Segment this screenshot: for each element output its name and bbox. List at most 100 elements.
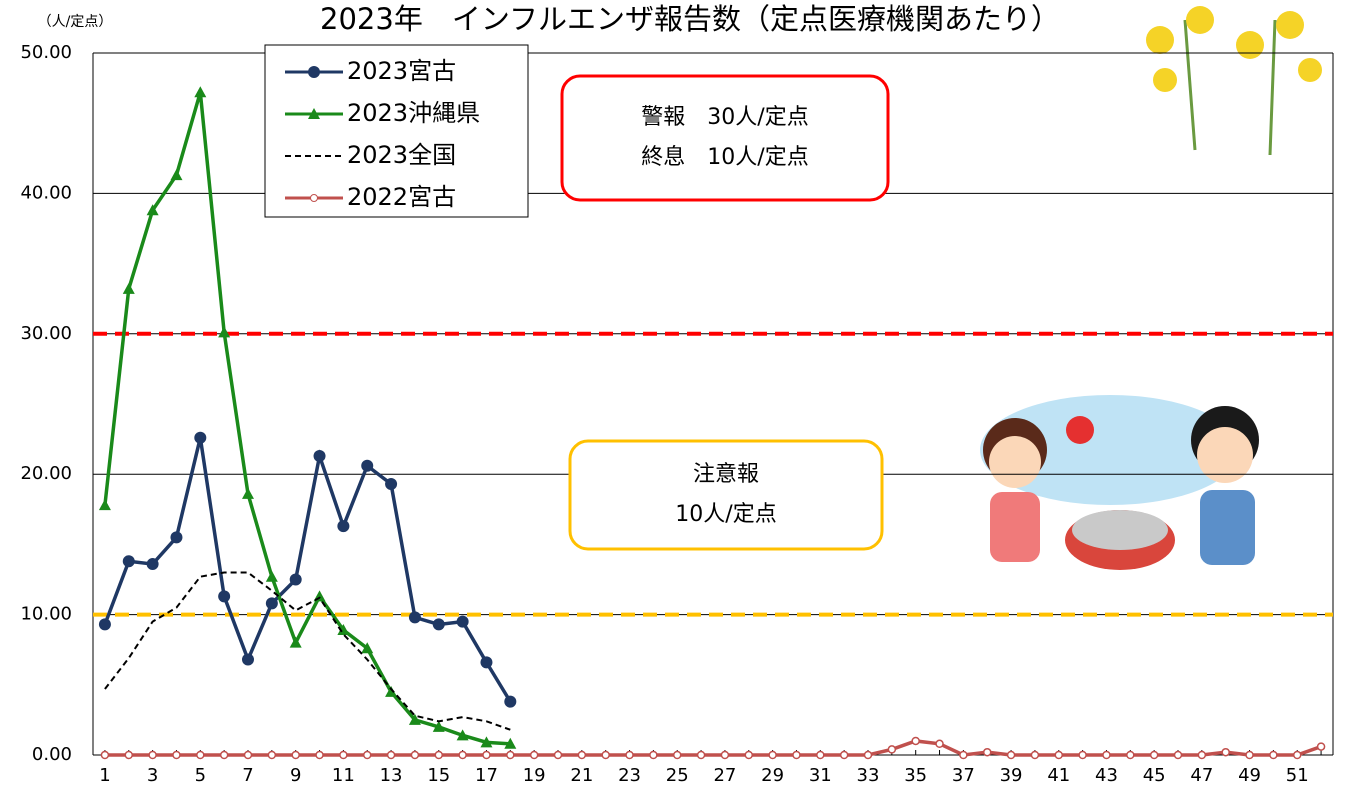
point bbox=[194, 86, 206, 97]
point bbox=[1198, 752, 1205, 759]
x-tick-label: 43 bbox=[1095, 765, 1118, 786]
x-tick-label: 19 bbox=[523, 765, 546, 786]
annotation-text: 10人/定点 bbox=[675, 502, 776, 527]
point bbox=[1151, 752, 1158, 759]
annotation-text: 注意報 bbox=[693, 462, 759, 487]
point bbox=[602, 752, 609, 759]
point bbox=[1175, 752, 1182, 759]
annotation-box bbox=[570, 441, 882, 549]
point bbox=[242, 654, 254, 666]
point bbox=[698, 752, 705, 759]
x-tick-label: 49 bbox=[1238, 765, 1261, 786]
point bbox=[912, 737, 919, 744]
y-tick-label: 40.00 bbox=[20, 182, 72, 203]
series-line bbox=[105, 741, 1321, 755]
point bbox=[504, 696, 516, 708]
point bbox=[817, 752, 824, 759]
x-tick-label: 39 bbox=[1000, 765, 1023, 786]
y-unit-label: （人/定点） bbox=[38, 14, 113, 30]
legend-label: 2023宮古 bbox=[347, 57, 456, 85]
x-tick-label: 45 bbox=[1143, 765, 1166, 786]
x-tick-label: 35 bbox=[904, 765, 927, 786]
point bbox=[266, 571, 278, 582]
legend-marker bbox=[311, 195, 318, 202]
point bbox=[147, 558, 159, 570]
point bbox=[170, 531, 182, 543]
point bbox=[101, 752, 108, 759]
point bbox=[888, 746, 895, 753]
point bbox=[218, 590, 230, 602]
x-tick-label: 29 bbox=[761, 765, 784, 786]
point bbox=[242, 488, 254, 499]
x-tick-label: 23 bbox=[618, 765, 641, 786]
point bbox=[197, 752, 204, 759]
point bbox=[221, 752, 228, 759]
legend-label: 2023全国 bbox=[347, 141, 456, 169]
point bbox=[459, 752, 466, 759]
point bbox=[555, 752, 562, 759]
point bbox=[364, 752, 371, 759]
point bbox=[99, 499, 111, 510]
x-tick-label: 9 bbox=[290, 765, 301, 786]
chart-title: 2023年 インフルエンザ報告数（定点医療機関あたり） bbox=[320, 2, 1060, 36]
point bbox=[721, 752, 728, 759]
point bbox=[314, 450, 326, 462]
point bbox=[266, 597, 278, 609]
y-tick-label: 0.00 bbox=[32, 744, 72, 765]
point bbox=[936, 740, 943, 747]
x-tick-label: 15 bbox=[427, 765, 450, 786]
x-tick-label: 17 bbox=[475, 765, 498, 786]
x-tick-label: 21 bbox=[570, 765, 593, 786]
x-tick-label: 41 bbox=[1047, 765, 1070, 786]
point bbox=[865, 752, 872, 759]
y-tick-label: 30.00 bbox=[20, 323, 72, 344]
bbq-illustration bbox=[980, 395, 1259, 570]
legend-label: 2023沖縄県 bbox=[347, 99, 480, 127]
point bbox=[841, 752, 848, 759]
point bbox=[340, 752, 347, 759]
point bbox=[1031, 752, 1038, 759]
point bbox=[793, 752, 800, 759]
point bbox=[1008, 752, 1015, 759]
annotation-text: 警報 30人/定点 bbox=[641, 105, 808, 130]
point bbox=[99, 618, 111, 630]
flowers-illustration bbox=[1146, 6, 1322, 155]
point bbox=[626, 752, 633, 759]
point bbox=[1318, 743, 1325, 750]
x-tick-label: 25 bbox=[666, 765, 689, 786]
point bbox=[170, 169, 182, 180]
point bbox=[388, 752, 395, 759]
point bbox=[578, 752, 585, 759]
point bbox=[433, 618, 445, 630]
point bbox=[1246, 752, 1253, 759]
point bbox=[1127, 752, 1134, 759]
point bbox=[1103, 752, 1110, 759]
point bbox=[531, 752, 538, 759]
legend-label: 2022宮古 bbox=[347, 183, 456, 211]
x-tick-label: 33 bbox=[857, 765, 880, 786]
point bbox=[337, 520, 349, 532]
point bbox=[292, 752, 299, 759]
point bbox=[1079, 752, 1086, 759]
point bbox=[385, 478, 397, 490]
point bbox=[125, 752, 132, 759]
point bbox=[123, 283, 135, 294]
point bbox=[745, 752, 752, 759]
x-tick-label: 7 bbox=[242, 765, 253, 786]
x-tick-label: 11 bbox=[332, 765, 355, 786]
annotation-box bbox=[562, 76, 888, 200]
x-tick-label: 31 bbox=[809, 765, 832, 786]
point bbox=[1055, 752, 1062, 759]
point bbox=[361, 460, 373, 472]
legend-marker bbox=[308, 66, 320, 78]
point bbox=[194, 432, 206, 444]
series-line bbox=[105, 572, 510, 729]
point bbox=[480, 656, 492, 668]
point bbox=[316, 752, 323, 759]
y-tick-label: 50.00 bbox=[20, 42, 72, 63]
point bbox=[1270, 752, 1277, 759]
point bbox=[769, 752, 776, 759]
legend: 2023宮古 2023沖縄県 2023全国 2022宮古 bbox=[265, 45, 528, 217]
point bbox=[290, 574, 302, 586]
point bbox=[960, 752, 967, 759]
